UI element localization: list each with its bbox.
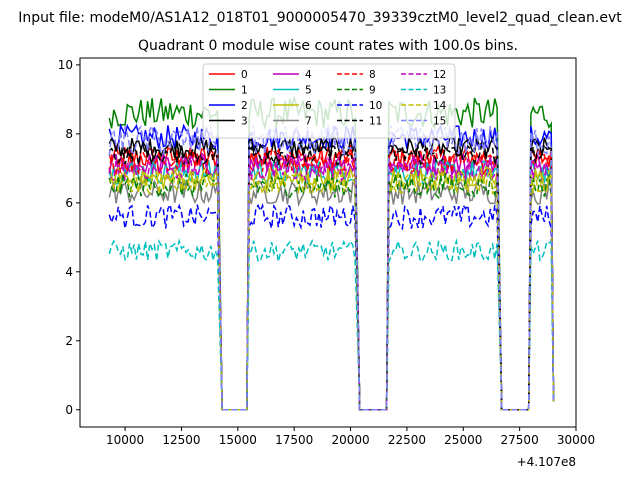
chart-title: Quadrant 0 module wise count rates with …: [138, 38, 518, 54]
legend-box: [202, 63, 456, 139]
series-line-13: [108, 238, 555, 411]
legend-label-12: 12: [433, 69, 446, 81]
series-line-15: [108, 124, 555, 411]
x-tick-label: 30000: [557, 433, 595, 447]
x-tick-label: 25000: [444, 433, 482, 447]
y-tick-label: 6: [65, 196, 73, 210]
series-line-7: [108, 178, 555, 411]
series-line-12: [108, 154, 555, 411]
legend-label-11: 11: [369, 116, 382, 128]
legend-label-1: 1: [241, 85, 248, 97]
legend-label-9: 9: [369, 85, 376, 97]
legend-label-14: 14: [433, 100, 447, 112]
legend-label-15: 15: [433, 116, 446, 128]
series-layer: [108, 95, 555, 411]
legend-label-5: 5: [305, 85, 312, 97]
plot-frame: [79, 57, 577, 428]
y-tick-label: 0: [65, 403, 73, 417]
y-tick-label: 2: [65, 334, 73, 348]
series-line-10: [108, 202, 555, 411]
x-tick-label: 17500: [275, 433, 313, 447]
legend-label-3: 3: [241, 116, 248, 128]
axes-layer: 10000 12500 15000 17500 20000 22500 25000 27500…: [58, 58, 595, 447]
y-tick-label: 10: [58, 58, 73, 72]
x-tick-label: 27500: [501, 433, 539, 447]
x-tick-label: 10000: [106, 433, 144, 447]
x-tick-label: 15000: [219, 433, 257, 447]
y-tick-label: 8: [65, 127, 73, 141]
x-tick-label: 20000: [331, 433, 369, 447]
legend-label-8: 8: [369, 69, 376, 81]
y-tick-label: 4: [65, 265, 73, 279]
series-line-14: [108, 167, 555, 411]
legend-label-13: 13: [433, 85, 446, 97]
legend-label-7: 7: [305, 116, 312, 128]
series-line-6: [108, 165, 555, 411]
legend-label-10: 10: [369, 100, 382, 112]
chart-suptitle: Input file: modeM0/AS1A12_018T01_9000005…: [18, 10, 622, 26]
legend-label-2: 2: [241, 100, 248, 112]
series-line-8: [108, 147, 555, 411]
legend-label-0: 0: [241, 69, 248, 81]
x-tick-label: 12500: [162, 433, 200, 447]
series-line-11: [108, 141, 555, 411]
legend-label-4: 4: [305, 69, 312, 81]
x-tick-label: 22500: [388, 433, 426, 447]
x-offset-label: +4.107e8: [517, 455, 576, 469]
series-line-9: [108, 172, 555, 411]
legend-label-6: 6: [305, 100, 312, 112]
